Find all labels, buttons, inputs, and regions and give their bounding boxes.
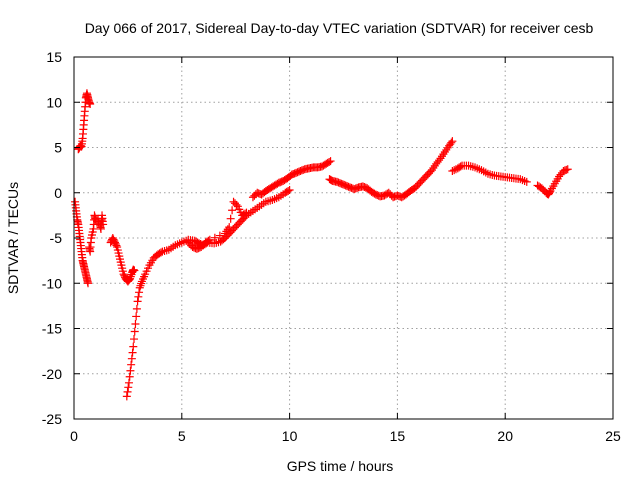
data-point (135, 288, 144, 297)
data-point (520, 176, 529, 185)
y-tick-label: -10 (42, 275, 62, 291)
data-point (562, 165, 571, 174)
data-point (162, 246, 171, 255)
series-s4 (106, 234, 139, 286)
data-point (448, 167, 457, 176)
series-s6 (184, 197, 251, 253)
data-point (215, 231, 224, 240)
data-point (123, 387, 132, 396)
x-tick-label: 0 (70, 428, 78, 444)
data-point (134, 292, 143, 301)
series-s1 (71, 197, 93, 288)
data-point (124, 378, 133, 387)
data-point (284, 186, 293, 195)
data-point (326, 175, 335, 184)
grid-lines (74, 57, 613, 419)
y-tick-labels: -25 -20 -15 -10 -5 0 5 10 15 (42, 49, 62, 427)
series-s10 (533, 165, 572, 199)
data-point (125, 372, 134, 381)
data-point (228, 206, 237, 215)
data-point (205, 235, 214, 244)
data-point (132, 304, 141, 313)
data-point (130, 266, 139, 275)
x-tick-label: 20 (497, 428, 513, 444)
data-point (285, 186, 294, 195)
chart-title: Day 066 of 2017, Sidereal Day-to-day VTE… (85, 20, 594, 36)
data-point (210, 233, 219, 242)
plot-frame (73, 56, 614, 420)
y-tick-label: 5 (54, 140, 62, 156)
data-point (225, 223, 234, 232)
data-point (232, 200, 241, 209)
series-s7 (248, 157, 335, 202)
data-point (447, 138, 456, 147)
y-axis-label: SDTVAR / TECUs (5, 182, 21, 294)
data-point (127, 360, 136, 369)
data-point (133, 297, 142, 306)
data-point (156, 248, 165, 257)
data-point (112, 241, 121, 250)
data-point (84, 279, 93, 288)
data-point (130, 335, 139, 344)
x-tick-label: 15 (390, 428, 406, 444)
data-point (466, 162, 475, 171)
y-tick-label: 10 (46, 94, 62, 110)
data-point (128, 348, 137, 357)
data-point (131, 319, 140, 328)
x-axis-label: GPS time / hours (287, 458, 394, 474)
data-point (326, 157, 335, 166)
data-point (226, 214, 235, 223)
series-s2 (74, 89, 95, 154)
y-tick-label: -5 (50, 230, 63, 246)
data-point (99, 220, 108, 229)
data-point (448, 137, 457, 146)
x-tick-label: 10 (282, 428, 298, 444)
y-tick-label: -20 (42, 366, 62, 382)
y-tick-label: 15 (46, 49, 62, 65)
series-s3 (85, 211, 108, 256)
data-point (124, 383, 133, 392)
data-point (126, 366, 135, 375)
tick-marks (73, 56, 614, 420)
series-s5 (122, 186, 294, 401)
y-tick-label: -15 (42, 321, 62, 337)
x-tick-label: 5 (178, 428, 186, 444)
data-point (204, 236, 213, 245)
y-tick-label: -25 (42, 411, 62, 427)
data-point (264, 197, 273, 206)
data-point (325, 157, 334, 166)
y-tick-label: 0 (54, 185, 62, 201)
data-points (71, 89, 572, 401)
data-point (86, 100, 95, 109)
data-point (129, 342, 138, 351)
data-point (563, 165, 572, 174)
x-tick-label: 25 (605, 428, 621, 444)
data-point (241, 209, 250, 218)
data-point (132, 312, 141, 321)
data-point (130, 327, 139, 336)
data-point (122, 392, 131, 401)
data-point (522, 177, 531, 186)
data-point (450, 166, 459, 175)
data-point (137, 279, 146, 288)
data-point (135, 283, 144, 292)
data-point (127, 354, 136, 363)
series-s8 (325, 137, 457, 202)
series-s9 (448, 161, 531, 186)
data-point (518, 176, 527, 185)
data-point (242, 208, 251, 217)
x-tick-labels: 0 5 10 15 20 25 (70, 428, 621, 444)
data-point (456, 162, 465, 171)
data-point (464, 161, 473, 170)
